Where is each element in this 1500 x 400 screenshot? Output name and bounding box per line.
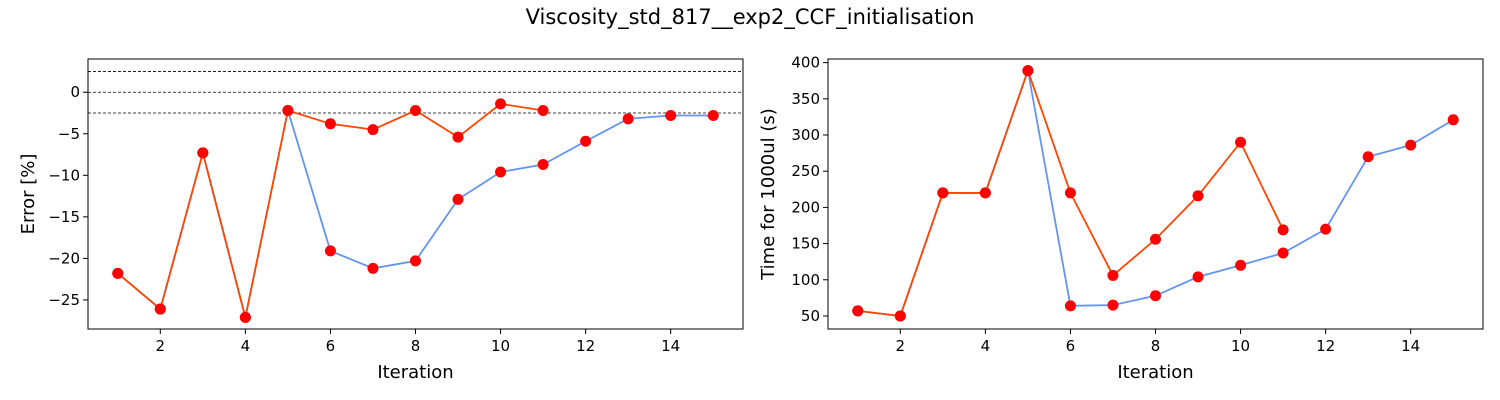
data-point xyxy=(1277,247,1289,259)
data-point xyxy=(495,98,507,110)
data-point xyxy=(367,124,379,136)
data-point xyxy=(1235,136,1247,148)
data-point xyxy=(452,131,464,143)
data-point xyxy=(622,113,634,125)
data-point xyxy=(1192,190,1204,202)
time-plot: 2 4 6 8 10 12 14 50 100 150 200 250 300 350 400 Iterati… xyxy=(758,54,1484,383)
data-point xyxy=(1405,139,1417,151)
x-tick-label: 12 xyxy=(576,337,595,355)
data-point xyxy=(112,267,124,279)
data-point xyxy=(1447,114,1459,126)
data-point xyxy=(1107,269,1119,281)
x-tick-label: 4 xyxy=(981,337,991,355)
y-tick-label: 300 xyxy=(791,126,820,144)
data-point xyxy=(1022,65,1034,77)
data-point xyxy=(1107,299,1119,311)
data-point xyxy=(979,187,991,199)
x-tick-label: 2 xyxy=(896,337,906,355)
data-point xyxy=(707,109,719,121)
data-point xyxy=(1064,300,1076,312)
y-tick-label: −20 xyxy=(48,249,80,267)
data-point xyxy=(1150,233,1161,245)
y-tick-label: 400 xyxy=(791,54,820,72)
data-point xyxy=(367,262,379,274)
data-point xyxy=(665,109,677,121)
data-point xyxy=(1277,224,1289,236)
x-tick-label: 2 xyxy=(156,337,166,355)
figure-title: Viscosity_std_817__exp2_CCF_initialisati… xyxy=(526,5,975,30)
x-tick-label: 6 xyxy=(1066,337,1076,355)
x-tick-label: 10 xyxy=(1231,337,1250,355)
y-axis-label: Error [%] xyxy=(18,154,39,235)
data-point xyxy=(324,118,336,130)
error-plot: 2 4 6 8 10 12 14 −25 −20 −15 −10 −5 0 Iteration Error … xyxy=(18,58,744,383)
y-tick-label: −25 xyxy=(48,291,80,309)
data-point xyxy=(537,105,549,117)
data-point xyxy=(1192,271,1204,283)
data-point xyxy=(495,166,507,178)
y-tick-label: 250 xyxy=(791,162,820,180)
x-tick-label: 8 xyxy=(1151,337,1161,355)
data-point xyxy=(937,187,949,199)
data-point xyxy=(537,159,549,171)
x-tick-label: 10 xyxy=(491,337,510,355)
x-tick-label: 6 xyxy=(326,337,336,355)
y-tick-label: 50 xyxy=(801,307,820,325)
x-axis-label: Iteration xyxy=(377,362,453,383)
x-tick-label: 4 xyxy=(241,337,251,355)
data-point xyxy=(452,193,464,205)
y-tick-label: 350 xyxy=(791,90,820,108)
y-tick-label: 0 xyxy=(70,83,80,101)
data-point xyxy=(154,303,166,315)
y-tick-label: −10 xyxy=(48,166,80,184)
y-tick-label: 200 xyxy=(791,198,820,216)
x-axis-label: Iteration xyxy=(1117,362,1193,383)
data-point xyxy=(1320,223,1332,235)
data-point xyxy=(239,311,251,323)
data-point xyxy=(894,310,906,322)
y-tick-label: −5 xyxy=(58,125,80,143)
y-tick-label: −15 xyxy=(48,208,80,226)
x-tick-label: 14 xyxy=(661,337,680,355)
data-point xyxy=(1064,187,1076,199)
data-point xyxy=(282,105,294,117)
data-point xyxy=(1235,259,1247,271)
data-point xyxy=(1150,290,1161,302)
data-point xyxy=(410,255,421,267)
data-point xyxy=(410,105,421,117)
x-tick-label: 14 xyxy=(1401,337,1420,355)
x-tick-label: 12 xyxy=(1316,337,1335,355)
x-tick-label: 8 xyxy=(411,337,421,355)
y-axis-label: Time for 1000ul (s) xyxy=(758,108,779,281)
data-point xyxy=(852,305,864,317)
data-point xyxy=(324,245,336,257)
y-tick-label: 100 xyxy=(791,271,820,289)
data-point xyxy=(197,147,209,159)
data-point xyxy=(580,135,592,147)
y-tick-label: 150 xyxy=(791,235,820,253)
data-point xyxy=(1362,151,1374,163)
